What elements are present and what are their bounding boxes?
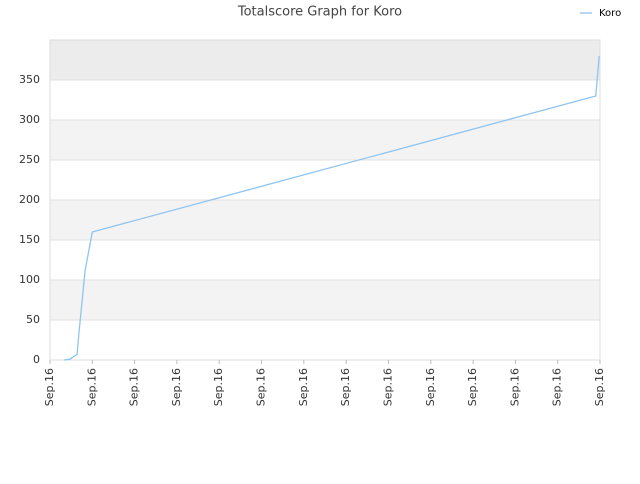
x-tick-label: Sep.16	[466, 368, 479, 406]
x-tick-label: Sep.16	[424, 368, 437, 406]
data-line	[63, 55, 600, 361]
x-tick-label: Sep.16	[339, 368, 352, 406]
plot-frame	[49, 39, 601, 361]
grid-band	[50, 120, 600, 160]
y-tick-label: 150	[19, 233, 40, 246]
grid-band	[50, 200, 600, 240]
x-tick-label: Sep.16	[85, 368, 98, 406]
y-tick-label: 100	[19, 273, 40, 286]
x-tick-label: Sep.16	[508, 368, 521, 406]
y-tick-label: 50	[26, 313, 40, 326]
legend-label: Koro	[599, 8, 621, 19]
grid-band	[50, 280, 600, 320]
x-tick-label: Sep.16	[297, 368, 310, 406]
y-tick-label: 250	[19, 153, 40, 166]
y-tick-label: 300	[19, 113, 40, 126]
x-tick-label: Sep.16	[212, 368, 225, 406]
x-tick-label: Sep.16	[255, 368, 268, 406]
chart-title: Totalscore Graph for Koro	[237, 5, 402, 20]
y-tick-label: 200	[19, 193, 40, 206]
y-tick-label: 0	[33, 353, 40, 366]
x-tick-label: Sep.16	[43, 368, 56, 406]
x-tick-label: Sep.16	[170, 368, 183, 406]
grid-band	[50, 40, 600, 80]
x-tick-label: Sep.16	[381, 368, 394, 406]
x-tick-label: Sep.16	[128, 368, 141, 406]
y-tick-label: 350	[19, 73, 40, 86]
x-tick-label: Sep.16	[593, 368, 606, 406]
x-tick-label: Sep.16	[551, 368, 564, 406]
